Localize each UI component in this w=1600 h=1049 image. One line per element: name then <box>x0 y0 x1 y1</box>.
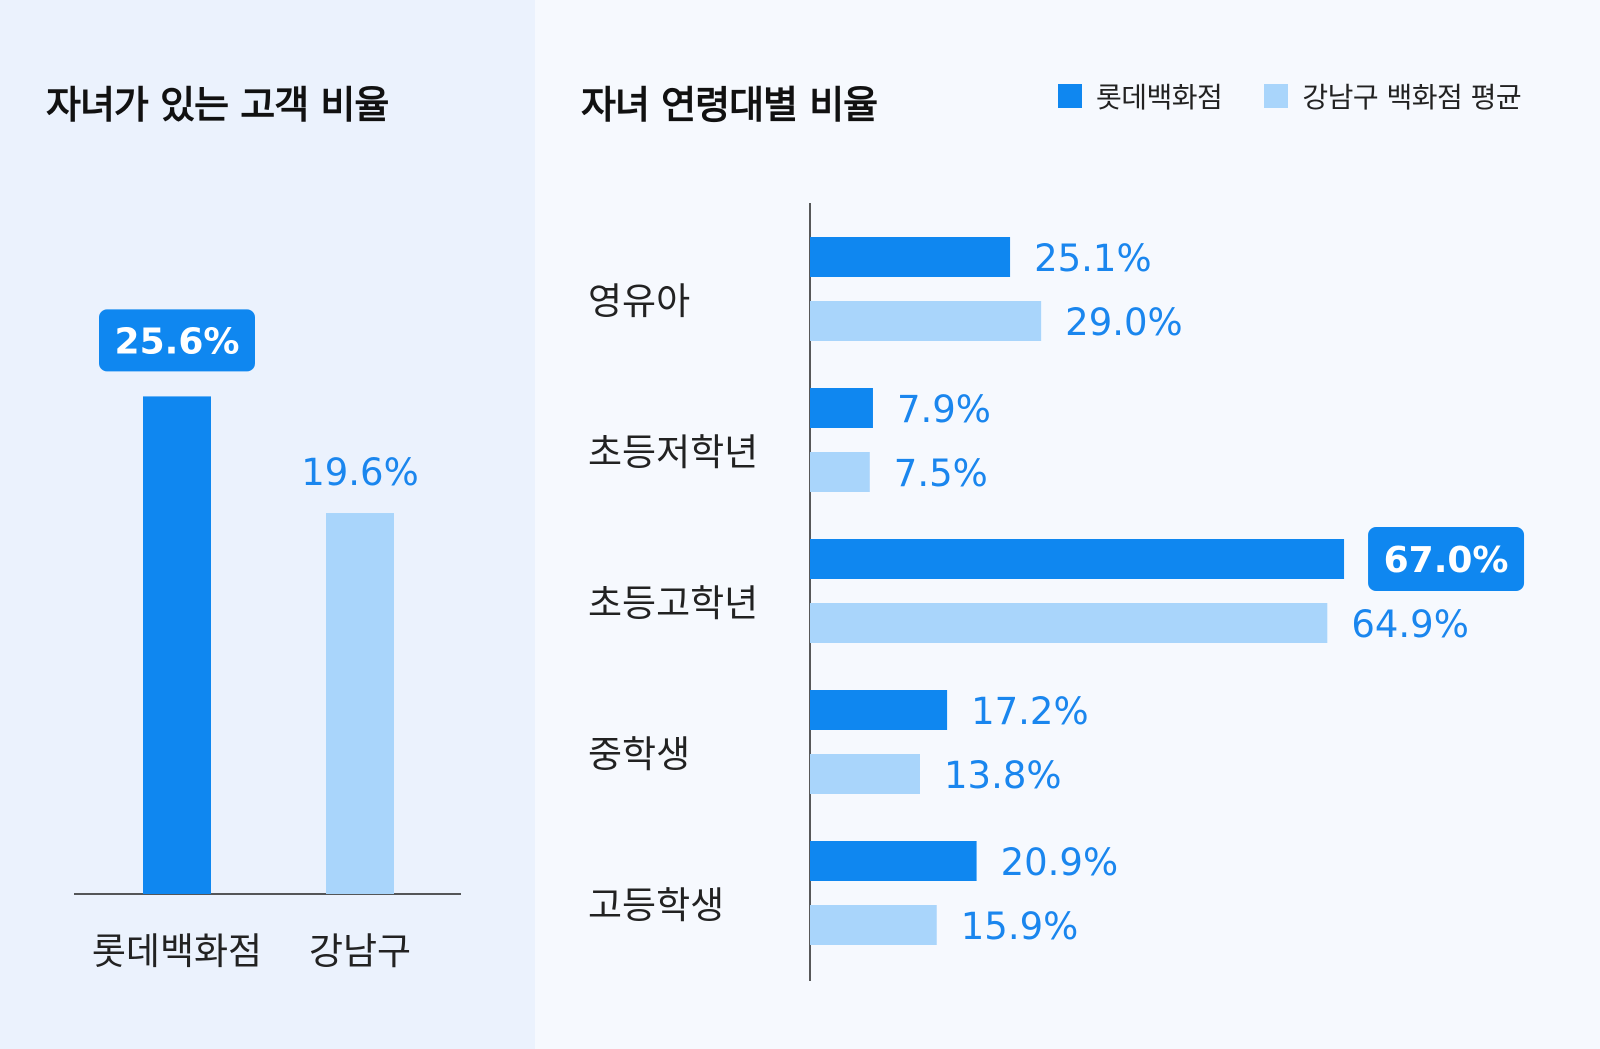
data-label-item-5-series-2: 15.9% <box>961 905 1079 948</box>
legend-swatch-gangnam-average <box>1264 84 1289 108</box>
data-label-item-1: 25.6% <box>115 321 240 362</box>
bar-item-3-series-2 <box>810 603 1328 643</box>
bar-item-3-series-1 <box>810 539 1345 579</box>
data-label-item-3-series-1: 67.0% <box>1384 540 1509 581</box>
left-panel: 자녀가 있는 고객 비율 25.6% 롯데백화점 19.6% 강남구 <box>0 0 535 1049</box>
data-label-item-4-series-2: 13.8% <box>944 754 1062 797</box>
category-label-item-5: 고등학생 <box>588 884 724 927</box>
data-label-item-2-series-1: 7.9% <box>897 388 991 431</box>
data-label-item-2-series-2: 7.5% <box>894 452 988 495</box>
category-label-item-4: 중학생 <box>588 733 690 776</box>
legend: 롯데백화점 강남구 백화점 평균 <box>1058 76 1522 116</box>
bar-item-4-series-1 <box>810 690 948 730</box>
bar-item-2-series-2 <box>810 452 870 492</box>
bar-item-1-series-2 <box>810 301 1042 341</box>
bar-item-2-series-1 <box>810 388 873 428</box>
bar-item-2 <box>326 513 394 894</box>
data-label-item-4-series-1: 17.2% <box>971 690 1089 733</box>
age-group-ratio-chart: 영유아 25.1% 29.0% 초등저학년 7.9% 7.5% 초등고학년 67.0% 64.9… <box>588 203 1525 981</box>
bar-item-1-series-1 <box>810 237 1011 277</box>
category-label-item-2: 초등저학년 <box>588 431 758 474</box>
data-label-item-3-series-2: 64.9% <box>1351 603 1469 646</box>
legend-item-lotte: 롯데백화점 <box>1058 76 1223 116</box>
legend-swatch-lotte <box>1058 84 1082 108</box>
data-label-item-2: 19.6% <box>301 451 419 494</box>
data-label-item-1-series-2: 29.0% <box>1065 301 1183 344</box>
left-chart-title: 자녀가 있는 고객 비율 <box>46 83 389 127</box>
data-label-item-5-series-1: 20.9% <box>1001 841 1119 884</box>
bar-item-5-series-1 <box>810 841 977 881</box>
highlight-badge <box>99 309 255 372</box>
legend-item-gangnam-average: 강남구 백화점 평균 <box>1264 76 1522 116</box>
data-label-item-1-series-1: 25.1% <box>1034 237 1152 280</box>
highlight-badge <box>1368 527 1525 591</box>
category-label-item-2: 강남구 <box>309 930 411 973</box>
bar-item-5-series-2 <box>810 905 937 945</box>
right-chart-title: 자녀 연령대별 비율 <box>581 83 878 127</box>
legend-label-gangnam-average: 강남구 백화점 평균 <box>1302 81 1522 114</box>
right-panel: 자녀 연령대별 비율 영유아 25.1% 29.0% 초등저학년 7.9% 7.5% 초등고… <box>535 0 1600 1049</box>
legend-label-lotte: 롯데백화점 <box>1096 81 1223 114</box>
children-ratio-chart: 25.6% 롯데백화점 19.6% 강남구 <box>74 309 461 973</box>
category-label-item-1: 영유아 <box>588 280 690 323</box>
bar-item-1 <box>143 396 211 894</box>
category-label-item-3: 초등고학년 <box>588 582 758 625</box>
category-label-item-1: 롯데백화점 <box>92 930 262 973</box>
bar-item-4-series-2 <box>810 754 920 794</box>
